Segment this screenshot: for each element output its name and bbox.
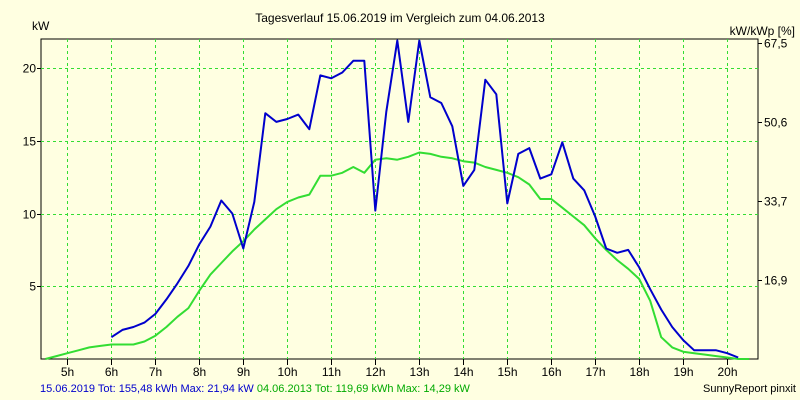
brand-label: SunnyReport pinxit [703, 383, 796, 395]
x-tick-label: 10h [277, 365, 297, 379]
x-tick-label: 12h [365, 365, 385, 379]
footer: 15.06.2019 Tot: 155,48 kWh Max: 21,94 kW… [0, 382, 800, 400]
x-tick-label: 16h [541, 365, 561, 379]
y-axis-right: 16,9 33,7 50,6 67,5 [758, 37, 788, 288]
x-axis: 5h 6h 7h 8h 9h 10h 11h 12h 13h 14h 15h 16h 17h 18h 19h… [61, 359, 738, 379]
y-tick-label: 20 [23, 62, 37, 76]
y-tick-label: 5 [29, 280, 36, 294]
y2-tick-label: 33,7 [764, 195, 788, 209]
x-tick-label: 20h [717, 365, 737, 379]
footer-summary: 15.06.2019 Tot: 155,48 kWh Max: 21,94 kW… [40, 383, 470, 395]
x-tick-label: 14h [453, 365, 473, 379]
series-line-2 [45, 151, 750, 360]
x-tick-label: 7h [149, 365, 162, 379]
x-tick-label: 8h [193, 365, 206, 379]
x-tick-label: 17h [585, 365, 605, 379]
x-tick-label: 19h [673, 365, 693, 379]
series2-summary: 04.06.2013 Tot: 119,69 kWh Max: 14,29 kW [256, 383, 470, 395]
series-layer [45, 39, 750, 360]
x-tick-label: 18h [629, 365, 649, 379]
x-tick-label: 9h [237, 365, 250, 379]
grid [41, 39, 758, 359]
series1-summary: 15.06.2019 Tot: 155,48 kWh Max: 21,94 kW [40, 383, 254, 395]
plot-area [40, 38, 759, 360]
y-tick-label: 10 [23, 208, 37, 222]
y2-tick-label: 16,9 [764, 274, 788, 288]
series-line-1 [110, 39, 739, 359]
y2-tick-label: 67,5 [764, 37, 788, 51]
y2-tick-label: 50,6 [764, 116, 788, 130]
x-tick-label: 5h [61, 365, 74, 379]
x-tick-label: 6h [105, 365, 118, 379]
y-axis-left-label: kW [32, 19, 50, 33]
x-tick-label: 15h [497, 365, 517, 379]
x-tick-label: 13h [409, 365, 429, 379]
chart-title: Tagesverlauf 15.06.2019 im Vergleich zum… [255, 11, 545, 25]
x-tick-label: 11h [322, 365, 341, 379]
y-tick-label: 15 [23, 135, 37, 149]
y-axis-right-label: kW/kWp [%] [730, 24, 795, 38]
y-axis-left: 5 10 15 20 [23, 62, 41, 294]
